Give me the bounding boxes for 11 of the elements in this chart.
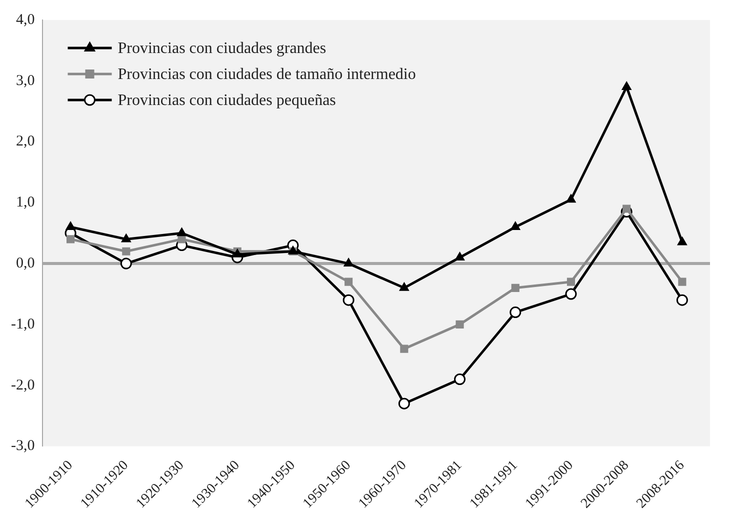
legend-label: Provincias con ciudades pequeñas [118, 92, 336, 110]
y-tick-label: -2,0 [10, 377, 35, 394]
y-tick-label: -1,0 [10, 316, 35, 332]
y-tick-label: 3,0 [16, 72, 35, 89]
y-tick-label: 2,0 [16, 134, 35, 150]
legend-label: Provincias con ciudades de tamaño intermedio [118, 66, 416, 84]
y-tick-label: 1,0 [16, 194, 35, 211]
y-tick-label: 0,0 [16, 255, 35, 272]
legend-label: Provincias con ciudades grandes [118, 40, 326, 58]
y-tick-label: 4,0 [16, 12, 35, 28]
y-tick-label: -3,0 [10, 438, 35, 454]
